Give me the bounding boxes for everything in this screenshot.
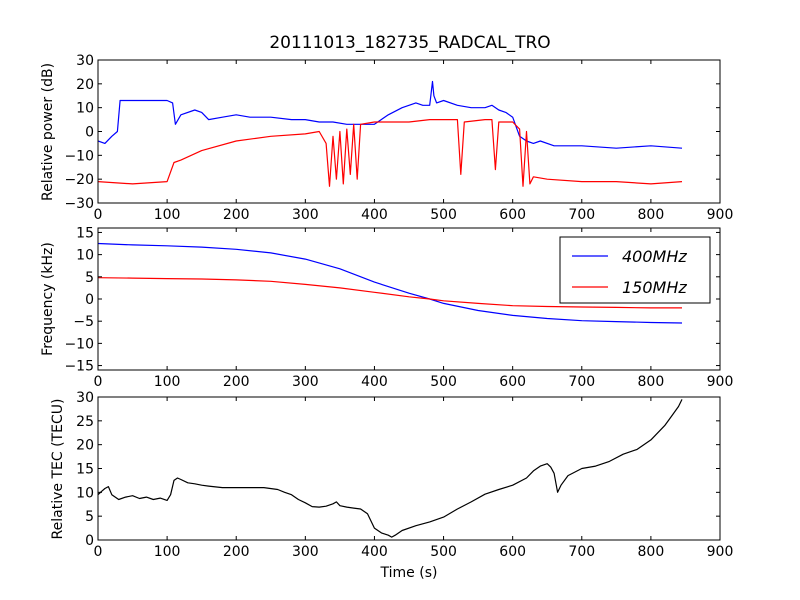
- y-tick-label: 30: [76, 390, 94, 406]
- x-tick-label: 900: [707, 544, 734, 560]
- x-tick-label: 0: [94, 374, 103, 390]
- y-tick-label: 15: [76, 462, 94, 478]
- series-line-0: [98, 242, 683, 324]
- y-tick-label: −5: [73, 314, 94, 330]
- x-tick-label: 500: [430, 374, 457, 390]
- y-tick-label: 5: [85, 509, 94, 525]
- y-tick-label: 15: [76, 225, 94, 241]
- x-tick-label: 400: [361, 544, 388, 560]
- y-axis-label: Relative power (dB): [40, 63, 56, 201]
- y-tick-label: 10: [76, 485, 94, 501]
- legend-label-150mhz: 150MHz: [622, 278, 687, 297]
- x-tick-label: 300: [292, 374, 319, 390]
- y-tick-label: −15: [64, 359, 94, 375]
- y-tick-label: −10: [64, 148, 94, 164]
- y-tick-label: −30: [64, 196, 94, 212]
- legend-label-400mhz: 400MHz: [622, 247, 687, 266]
- x-tick-label: 200: [223, 374, 250, 390]
- y-tick-label: 20: [76, 77, 94, 93]
- x-tick-label: 0: [94, 207, 103, 223]
- y-tick-label: −20: [64, 172, 94, 188]
- x-tick-label: 600: [499, 207, 526, 223]
- legend-box: [559, 236, 711, 304]
- y-tick-label: 0: [85, 125, 94, 141]
- x-tick-label: 300: [292, 207, 319, 223]
- plot-area: 0 100 200 300 400 500 600 700 800 900 −30 −20 −10 0 10…: [64, 53, 733, 223]
- series-line-1: [98, 277, 682, 309]
- x-tick-label: 900: [707, 207, 734, 223]
- x-tick-label: 400: [361, 207, 388, 223]
- x-tick-label: 800: [638, 374, 665, 390]
- x-tick-label: 500: [430, 544, 457, 560]
- y-tick-label: −10: [64, 336, 94, 352]
- x-tick-label: 100: [154, 374, 181, 390]
- x-axis-label: Time (s): [380, 565, 438, 581]
- x-tick-label: 700: [568, 374, 595, 390]
- series-line-1: [98, 118, 683, 187]
- y-tick-label: 0: [85, 292, 94, 308]
- y-tick-label: 0: [85, 533, 94, 549]
- y-axis-label: Relative TEC (TECU): [50, 399, 66, 540]
- y-axis-label: Frequency (kHz): [40, 242, 56, 356]
- y-tick-label: 25: [76, 414, 94, 430]
- axes-frame: [97, 396, 721, 541]
- figure-title: 20111013_182735_RADCAL_TRO: [269, 33, 550, 53]
- y-tick-label: 5: [85, 270, 94, 286]
- x-tick-label: 0: [94, 544, 103, 560]
- panel-relative-tec: 0 100 200 300 400 500 600 700 800 900 0 5 10 15 20 25 30…: [50, 390, 733, 581]
- legend: 400MHz 150MHz: [559, 236, 711, 304]
- panel-relative-power: 0 100 200 300 400 500 600 700 800 900 −30 −20 −10 0 10…: [40, 53, 733, 223]
- y-tick-label: 20: [76, 438, 94, 454]
- plot-area: 0 100 200 300 400 500 600 700 800 900 0 5 10 15 20 25 30: [76, 390, 733, 560]
- x-tick-label: 800: [638, 207, 665, 223]
- x-tick-label: 400: [361, 374, 388, 390]
- x-tick-label: 700: [568, 544, 595, 560]
- x-tick-label: 900: [707, 374, 734, 390]
- plot-area: 0 100 200 300 400 500 600 700 800 900 −15 −10 −5 0 5 10…: [64, 225, 733, 390]
- x-tick-label: 300: [292, 544, 319, 560]
- x-tick-label: 600: [499, 374, 526, 390]
- y-tick-label: 30: [76, 53, 94, 69]
- x-tick-label: 100: [154, 544, 181, 560]
- axes-frame: [97, 59, 721, 204]
- x-tick-label: 200: [223, 207, 250, 223]
- series-line-0: [98, 80, 683, 149]
- y-tick-label: 10: [76, 101, 94, 117]
- y-tick-label: 10: [76, 248, 94, 264]
- panel-frequency: 0 100 200 300 400 500 600 700 800 900 −15 −10 −5 0 5 10…: [40, 225, 733, 390]
- x-tick-label: 700: [568, 207, 595, 223]
- x-tick-label: 500: [430, 207, 457, 223]
- x-tick-label: 800: [638, 544, 665, 560]
- x-tick-label: 200: [223, 544, 250, 560]
- x-tick-label: 600: [499, 544, 526, 560]
- x-tick-label: 100: [154, 207, 181, 223]
- series-line-0: [98, 399, 683, 538]
